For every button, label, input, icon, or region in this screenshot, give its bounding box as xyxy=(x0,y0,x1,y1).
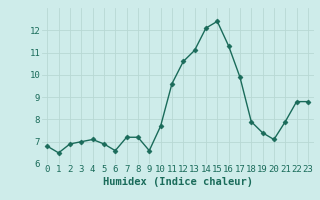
X-axis label: Humidex (Indice chaleur): Humidex (Indice chaleur) xyxy=(103,177,252,187)
